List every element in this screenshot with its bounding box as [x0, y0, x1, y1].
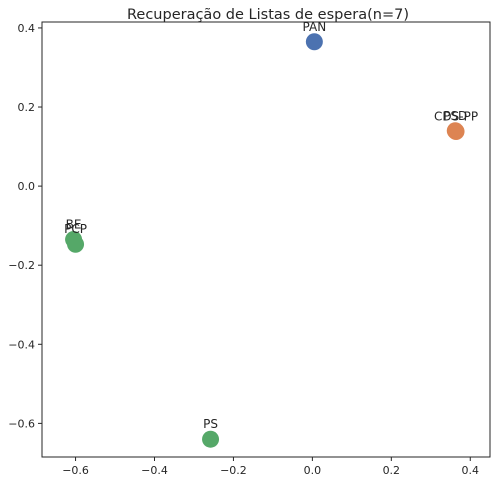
x-axis: −0.6 −0.4 −0.2 0.0 0.2 0.4	[62, 457, 479, 477]
data-points	[65, 33, 465, 448]
point-label-cds-pp: CDS-PP	[434, 110, 478, 124]
chart-title: Recuperação de Listas de espera(n=7)	[127, 7, 409, 23]
x-tick-label: −0.6	[62, 464, 89, 477]
point-label-pan: PAN	[303, 20, 327, 34]
x-tick-label: −0.2	[220, 464, 247, 477]
x-tick-label: 0.0	[304, 464, 322, 477]
y-tick-label: −0.2	[8, 259, 35, 272]
y-axis: 0.4 0.2 0.0 −0.2 −0.4 −0.6	[8, 22, 42, 430]
point-cds-pp	[447, 123, 465, 141]
point-ps	[202, 430, 220, 448]
point-label-psd: PSD	[443, 109, 467, 123]
y-tick-label: 0.4	[18, 22, 36, 35]
plot-area	[41, 21, 491, 458]
point-pan	[305, 33, 323, 51]
point-label-pcp: PCP	[64, 222, 87, 236]
y-tick-label: 0.2	[18, 101, 36, 114]
point-label-be: BE	[66, 218, 82, 232]
x-tick-label: 0.2	[383, 464, 401, 477]
x-tick-label: −0.4	[141, 464, 168, 477]
y-tick-label: 0.0	[18, 180, 36, 193]
point-label-ps: PS	[203, 417, 218, 431]
point-pcp	[67, 235, 85, 253]
x-tick-label: 0.4	[462, 464, 480, 477]
y-tick-label: −0.6	[8, 417, 35, 430]
y-tick-label: −0.4	[8, 338, 35, 351]
